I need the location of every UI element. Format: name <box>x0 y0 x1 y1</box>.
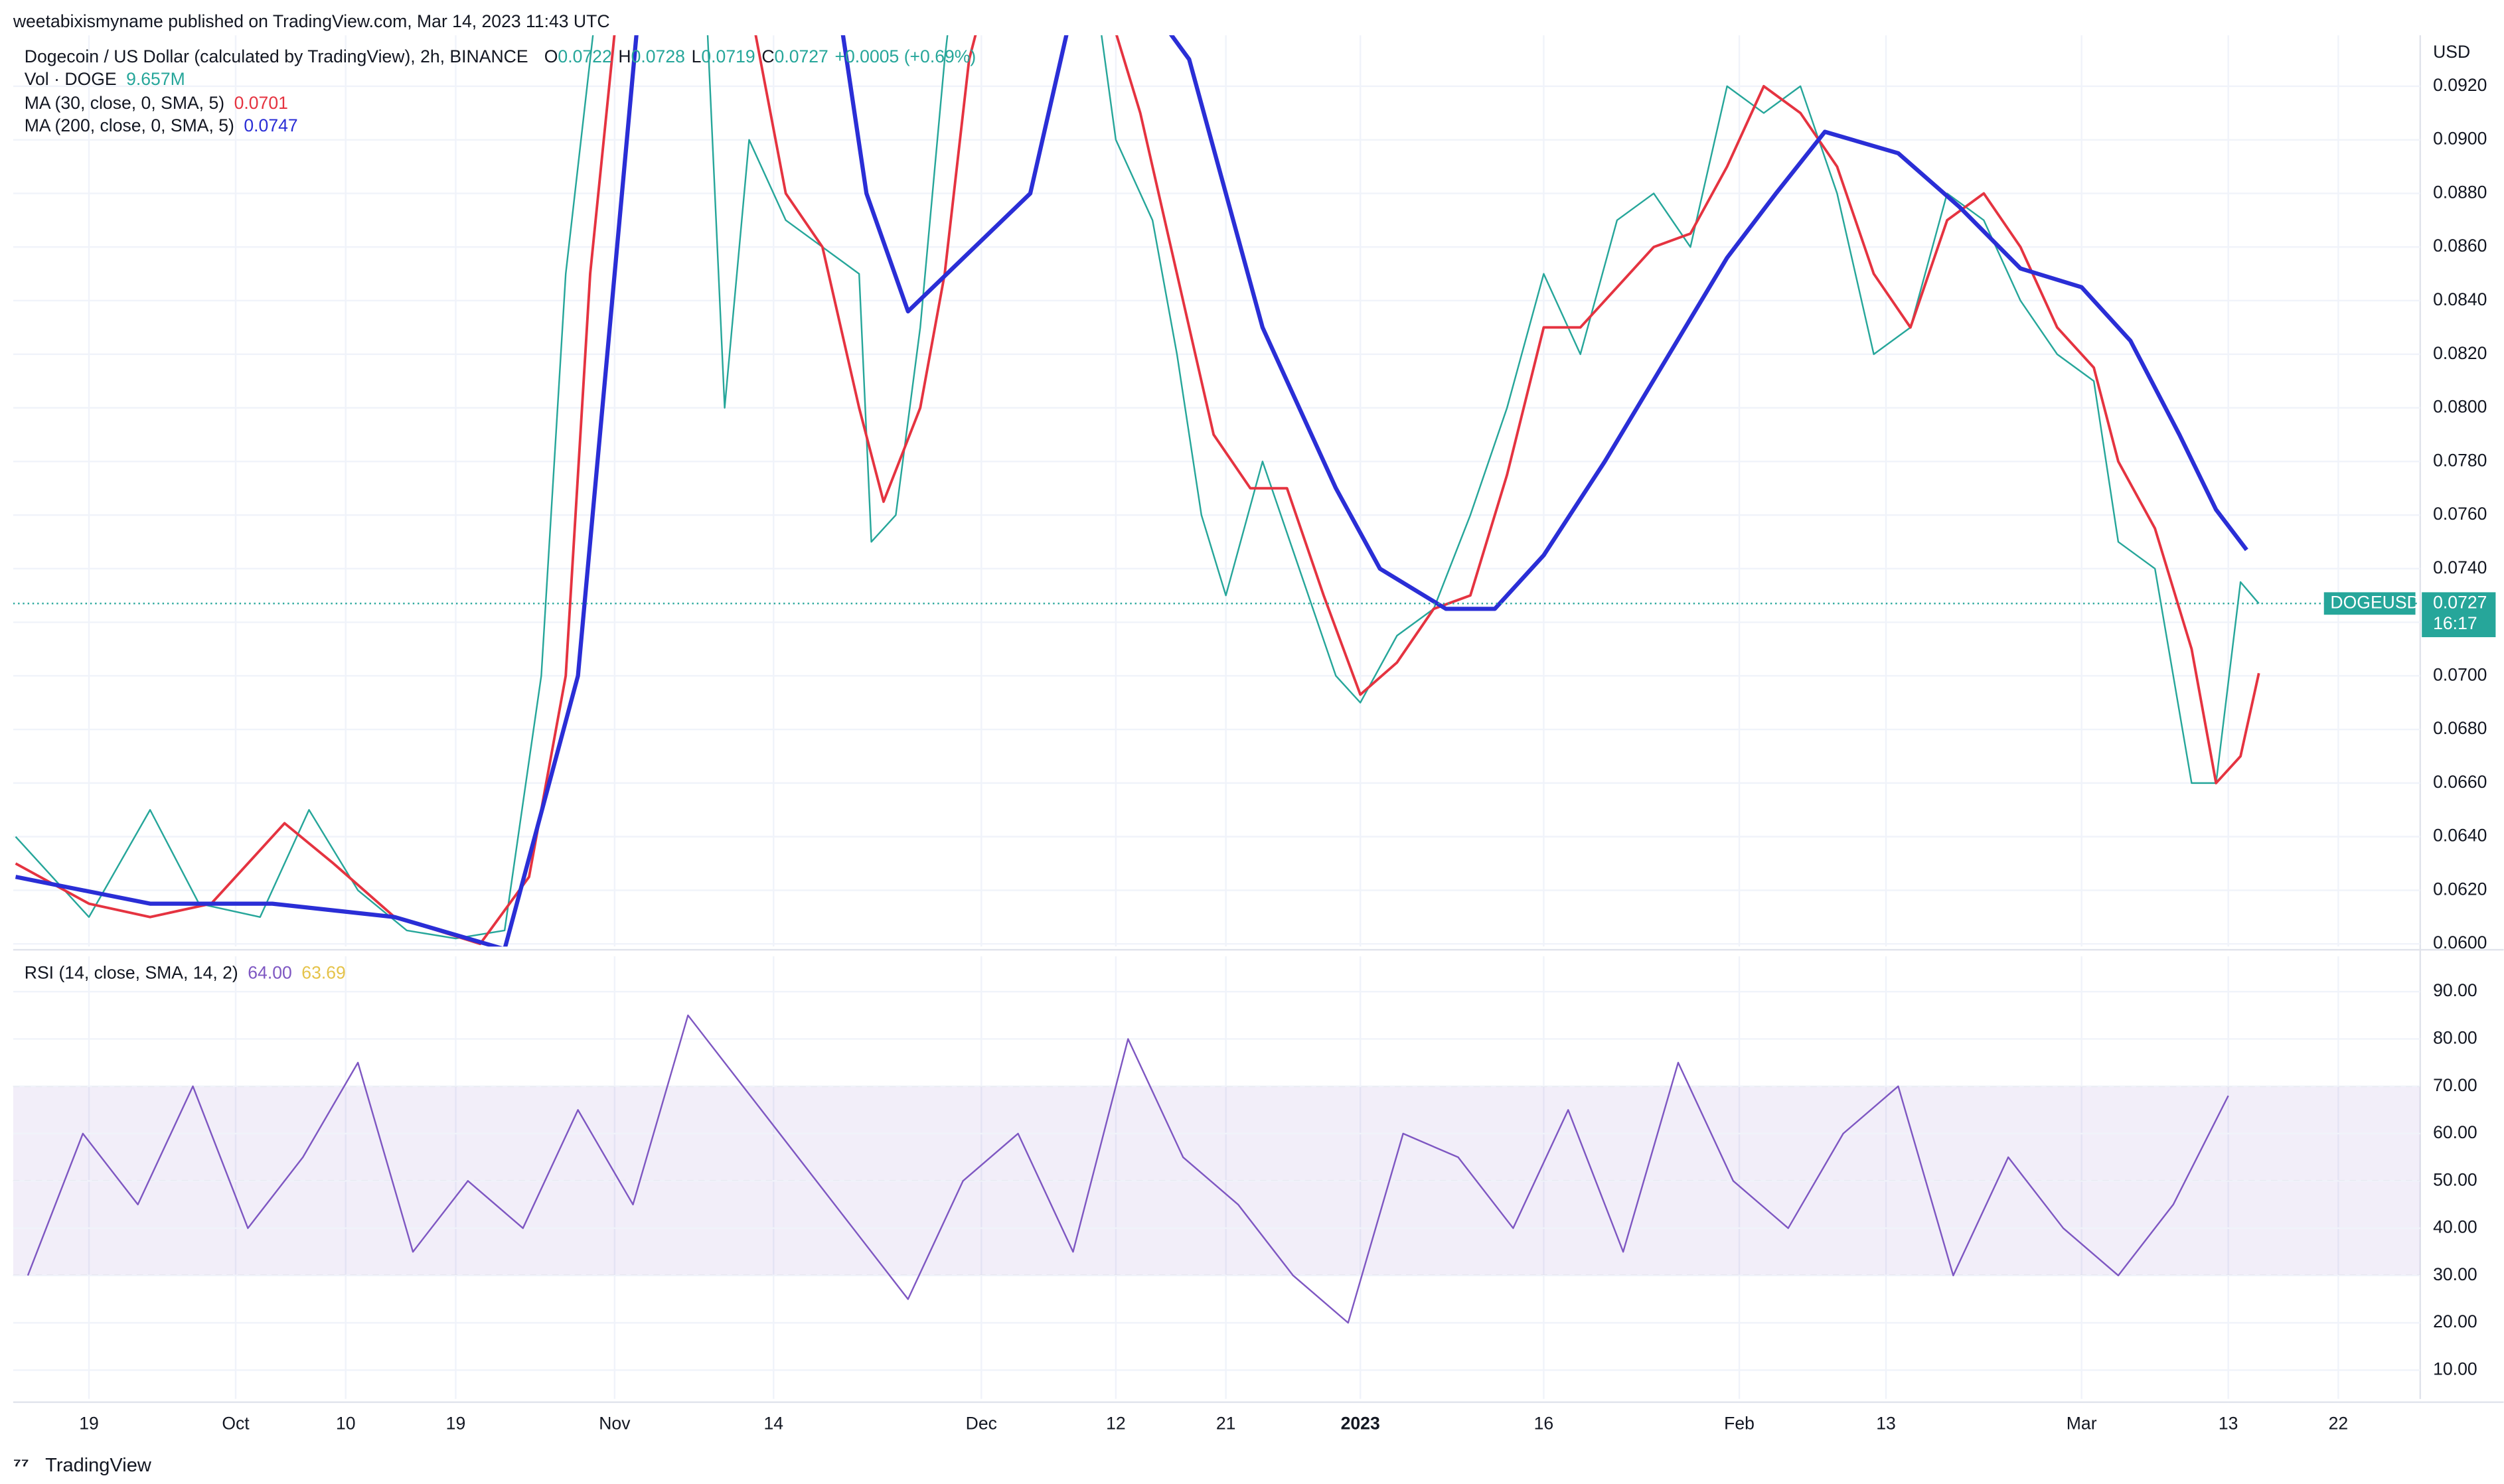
x-tick-label: Dec <box>966 1414 997 1434</box>
y-tick-label: 0.0920 <box>2433 75 2487 95</box>
ohlc: 0.0722 <box>558 46 611 66</box>
rsi-tick-label: 80.00 <box>2433 1027 2477 1047</box>
y-tick-label: 0.0640 <box>2433 826 2487 846</box>
price-tag-label: 0.0727 <box>2433 592 2487 612</box>
rsi-pane <box>13 956 2420 1399</box>
x-tick-label: 19 <box>446 1414 466 1434</box>
y-tick-label: 0.0680 <box>2433 718 2487 738</box>
series-line <box>15 35 2260 946</box>
x-tick-label: 14 <box>763 1414 783 1434</box>
x-tick-label: 19 <box>79 1414 99 1434</box>
rsi-tick-label: 90.00 <box>2433 980 2477 1000</box>
series-line <box>27 1014 2229 1324</box>
rsi-value: 64.00 <box>248 962 292 982</box>
legend-title: Dogecoin / US Dollar (calculated by Trad… <box>25 46 528 66</box>
y-tick-label: 0.0880 <box>2433 182 2487 202</box>
y-tick-label: 0.0800 <box>2433 397 2487 417</box>
x-tick-label: 13 <box>2219 1414 2238 1434</box>
series-line <box>15 35 2248 947</box>
rsi-ma-value: 63.69 <box>301 962 346 982</box>
legend-value: 0.0701 <box>234 93 288 113</box>
legend-value: 0.0747 <box>244 115 297 135</box>
legend-name: MA (200, close, 0, SMA, 5) <box>25 115 234 135</box>
rsi-tick-label: 20.00 <box>2433 1311 2477 1331</box>
series-line <box>15 35 2260 940</box>
y-tick-label: 0.0860 <box>2433 236 2487 256</box>
x-tick-label: 12 <box>1106 1414 1126 1434</box>
x-tick-label: Nov <box>599 1414 631 1434</box>
ohlc: +0.0005 (+0.69%) <box>835 46 977 66</box>
x-tick-label: Feb <box>1724 1414 1755 1434</box>
byline: weetabixismyname published on TradingVie… <box>13 11 610 31</box>
y-tick-label: 0.0600 <box>2433 932 2487 952</box>
legend-name: Vol · DOGE <box>25 69 117 89</box>
y-tick-label: 0.0900 <box>2433 129 2487 149</box>
rsi-tick-label: 40.00 <box>2433 1217 2477 1237</box>
x-tick-label: Oct <box>222 1414 250 1434</box>
countdown: 16:17 <box>2433 613 2477 633</box>
ohlc: 0.0727 <box>775 46 828 66</box>
ohlc: O <box>544 46 558 66</box>
x-tick-label: Mar <box>2067 1414 2097 1434</box>
ohlc: H <box>618 46 631 66</box>
rsi-tick-label: 50.00 <box>2433 1169 2477 1189</box>
x-tick-label: 13 <box>1876 1414 1896 1434</box>
y-tick-label: 0.0700 <box>2433 664 2487 684</box>
y-tick-label: 0.0820 <box>2433 343 2487 363</box>
y-tick-label: 0.0660 <box>2433 772 2487 792</box>
axis-unit: USD <box>2433 42 2470 62</box>
rsi-title: RSI (14, close, SMA, 14, 2) <box>25 962 238 982</box>
y-tick-label: 0.0740 <box>2433 557 2487 577</box>
overlay: 19 Oct 10 19 Nov 14 Dec 12 21 2023 16 Feb 13 Mar 13 22 0… <box>25 42 2496 1434</box>
rsi-tick-label: 30.00 <box>2433 1264 2477 1284</box>
legend-value: 9.657M <box>126 69 185 89</box>
rsi-tick-label: 10.00 <box>2433 1359 2477 1378</box>
price-tag <box>2422 592 2496 638</box>
x-tick-label: 16 <box>1534 1414 1554 1434</box>
ohlc: C <box>761 46 774 66</box>
y-tick-label: 0.0760 <box>2433 504 2487 524</box>
logo: TradingView <box>45 1455 152 1476</box>
rsi-tick-label: 70.00 <box>2433 1075 2477 1095</box>
x-tick-label: 10 <box>336 1414 356 1434</box>
rsi-tick-label: 60.00 <box>2433 1122 2477 1142</box>
y-tick-label: 0.0620 <box>2433 879 2487 899</box>
x-tick-label: 2023 <box>1341 1414 1380 1434</box>
x-tick-label: 22 <box>2329 1414 2349 1434</box>
x-tick-label: 21 <box>1216 1414 1236 1434</box>
legend-name: MA (30, close, 0, SMA, 5) <box>25 93 224 113</box>
ohlc: 0.0728 <box>631 46 685 66</box>
symbol-label: DOGEUSD <box>2330 592 2419 612</box>
y-tick-label: 0.0780 <box>2433 450 2487 470</box>
ohlc: 0.0719 <box>701 46 755 66</box>
y-tick-label: 0.0840 <box>2433 289 2487 309</box>
price-pane <box>13 35 2420 947</box>
symbol-tag <box>2323 592 2416 615</box>
logo-mark: ⁷⁷ <box>13 1455 29 1476</box>
ohlc: L <box>692 46 702 66</box>
